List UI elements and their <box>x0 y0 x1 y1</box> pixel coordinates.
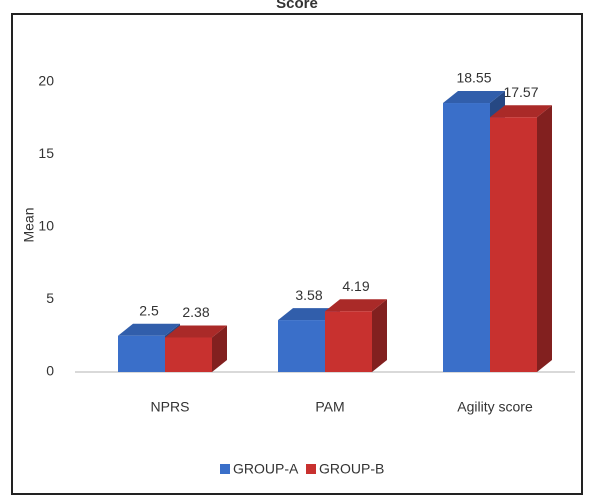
legend-label: GROUP-A <box>233 461 299 477</box>
bar <box>165 325 227 372</box>
data-label: 2.38 <box>182 304 209 320</box>
y-tick-label: 5 <box>46 290 54 306</box>
bar-side <box>537 105 552 373</box>
bar-front <box>443 103 490 373</box>
bar-top <box>490 105 552 118</box>
y-tick-label: 15 <box>38 145 54 161</box>
data-label: 2.5 <box>139 302 159 318</box>
x-tick-label: PAM <box>315 399 344 415</box>
x-tick-label: Agility score <box>457 399 533 415</box>
y-tick-label: 20 <box>38 73 54 89</box>
bar-top <box>325 299 387 312</box>
bar-front <box>278 320 325 372</box>
bar-top <box>165 325 227 338</box>
y-axis-label: Mean <box>21 207 37 242</box>
data-label: 17.57 <box>503 84 538 100</box>
x-tick-label: NPRS <box>151 399 190 415</box>
data-label: 3.58 <box>295 287 322 303</box>
bar-front <box>325 311 372 372</box>
y-tick-label: 10 <box>38 218 54 234</box>
bar-front <box>118 335 165 372</box>
chart-title: Score <box>276 0 318 12</box>
bar-top <box>118 323 180 336</box>
bar-side <box>372 299 387 372</box>
bar-top <box>278 308 340 321</box>
bar-front <box>165 337 212 372</box>
data-label: 4.19 <box>342 278 369 294</box>
y-tick-label: 0 <box>46 363 54 379</box>
bar-side <box>212 325 227 372</box>
legend-swatch <box>220 464 230 474</box>
bar-top <box>443 91 505 104</box>
legend-swatch <box>306 464 316 474</box>
bar-front <box>490 117 537 372</box>
bar <box>490 105 552 373</box>
legend-label: GROUP-B <box>319 461 384 477</box>
data-label: 18.55 <box>456 70 491 86</box>
bar <box>325 299 387 372</box>
